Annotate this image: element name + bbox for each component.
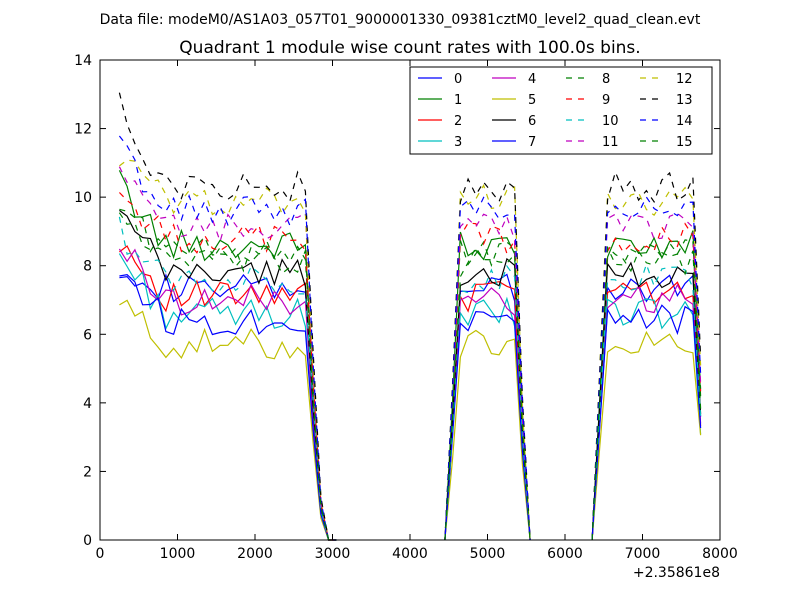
series-0-line-segment-3 (591, 274, 702, 541)
data-file-text: Data file: modeM0/AS1A03_057T01_90000013… (100, 12, 701, 28)
series-14-line-segment-3 (591, 195, 702, 541)
x-tick-label: 5000 (470, 546, 506, 562)
legend-label-12: 12 (676, 72, 693, 87)
series-15-line-segment-1 (118, 212, 337, 541)
y-tick-label: 2 (83, 464, 92, 480)
series-4-line-segment-3 (591, 283, 702, 541)
legend-label-4: 4 (528, 72, 536, 87)
series-0-line-segment-1 (119, 273, 337, 541)
series-11-line-segment-1 (118, 166, 337, 541)
legend-label-2: 2 (454, 114, 462, 129)
y-tick-label: 6 (83, 327, 92, 343)
series-13-line-segment-3 (591, 170, 702, 541)
plot-area: 0 1000 2000 3000 4000 5000 6000 7000 8000+2.3586… (74, 53, 738, 581)
y-tick-label: 12 (74, 122, 92, 138)
series-5-line-segment-1 (119, 299, 337, 541)
x-tick-label: 3000 (315, 546, 351, 562)
x-tick-label: 2000 (237, 546, 273, 562)
legend-box (409, 66, 713, 155)
series-7-line-segment-3 (591, 304, 702, 541)
legend-label-9: 9 (602, 93, 610, 108)
y-tick-label: 10 (74, 190, 92, 206)
x-tick-label: 4000 (392, 546, 428, 562)
series-10-line-segment-3 (591, 262, 702, 541)
series-2-line-segment-1 (119, 245, 337, 541)
x-tick-label: 0 (96, 546, 105, 562)
series-1-line-segment-1 (118, 170, 337, 541)
series-15-line-segment-3 (591, 245, 702, 541)
legend-label-11: 11 (602, 135, 619, 150)
series-13-line-segment-1 (118, 92, 337, 541)
chart-title: Quadrant 1 module wise count rates with … (179, 38, 640, 58)
legend-label-13: 13 (676, 93, 693, 108)
y-tick-label: 4 (83, 396, 92, 412)
x-offset-label: +2.35861e8 (633, 565, 720, 581)
series-5-line-segment-3 (591, 330, 702, 541)
legend-label-7: 7 (528, 135, 536, 150)
series-7-line-segment-2 (444, 310, 531, 541)
series-12-line-segment-1 (119, 159, 337, 541)
series-7-line-segment-1 (119, 274, 337, 541)
series-5-line-segment-2 (444, 329, 531, 541)
series-9-line-segment-1 (118, 192, 337, 541)
y-tick-label: 14 (74, 53, 92, 69)
legend-label-8: 8 (602, 72, 610, 87)
series-14-line-segment-1 (118, 135, 337, 541)
series-3-line-segment-1 (118, 253, 337, 541)
series-6-line-segment-1 (119, 209, 337, 541)
legend-label-15: 15 (676, 135, 693, 150)
legend-label-1: 1 (454, 93, 462, 108)
series-15-line-segment-2 (444, 246, 531, 541)
series-3-line-segment-3 (591, 298, 702, 541)
legend-label-6: 6 (528, 114, 536, 129)
legend-label-3: 3 (454, 135, 462, 150)
series-8-line-segment-3 (591, 239, 702, 541)
series-4-line-segment-1 (118, 248, 337, 541)
y-tick-label: 8 (83, 259, 92, 275)
x-tick-label: 8000 (702, 546, 738, 562)
series-10-line-segment-2 (444, 264, 531, 541)
legend-label-0: 0 (454, 72, 462, 87)
legend-label-5: 5 (528, 93, 536, 108)
y-tick-label: 0 (83, 533, 92, 549)
x-tick-label: 7000 (625, 546, 661, 562)
series-13-line-segment-2 (444, 177, 531, 541)
series-11-line-segment-2 (444, 213, 531, 541)
legend-label-10: 10 (602, 114, 619, 129)
series-10-line-segment-1 (118, 216, 337, 541)
legend-label-14: 14 (676, 114, 693, 129)
x-tick-label: 6000 (547, 546, 583, 562)
x-tick-label: 1000 (160, 546, 196, 562)
series-14-line-segment-2 (444, 196, 531, 541)
